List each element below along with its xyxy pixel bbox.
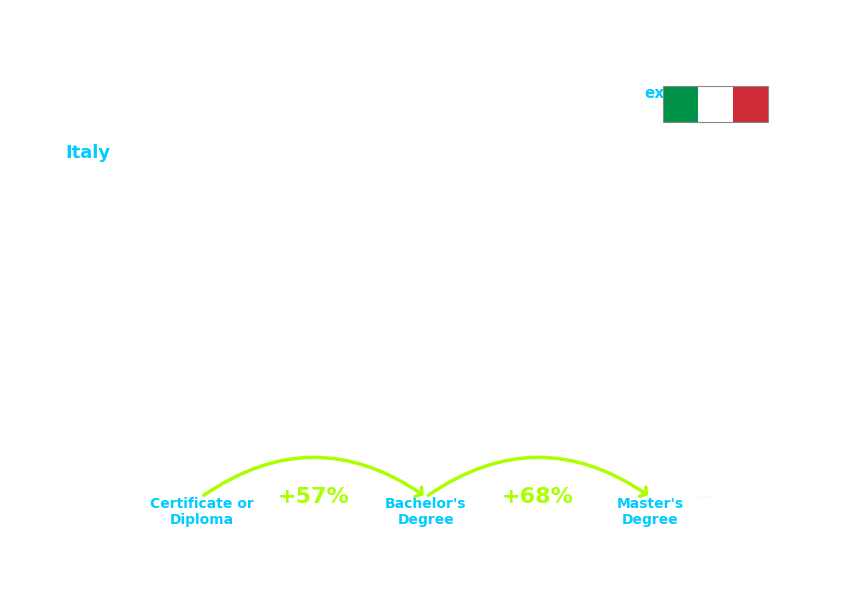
Text: 2,970 EUR: 2,970 EUR xyxy=(157,482,246,497)
Text: Bachelor's
Degree: Bachelor's Degree xyxy=(385,497,467,527)
Text: +57%: +57% xyxy=(278,487,349,507)
Text: Salary Comparison By Education: Salary Comparison By Education xyxy=(65,86,524,110)
Text: salary: salary xyxy=(581,86,633,101)
Text: explorer.com: explorer.com xyxy=(644,86,756,101)
Text: Data Security Manager: Data Security Manager xyxy=(65,115,273,133)
Text: +68%: +68% xyxy=(502,487,574,507)
Text: 7,820 EUR: 7,820 EUR xyxy=(606,482,694,497)
FancyBboxPatch shape xyxy=(698,86,734,122)
Text: Average Monthly Salary: Average Monthly Salary xyxy=(818,289,831,438)
FancyBboxPatch shape xyxy=(734,86,768,122)
Text: Master's
Degree: Master's Degree xyxy=(617,497,683,527)
Text: Italy: Italy xyxy=(65,144,110,162)
Text: Certificate or
Diploma: Certificate or Diploma xyxy=(150,497,253,527)
Text: 4,660 EUR: 4,660 EUR xyxy=(382,482,470,497)
FancyBboxPatch shape xyxy=(663,86,698,122)
